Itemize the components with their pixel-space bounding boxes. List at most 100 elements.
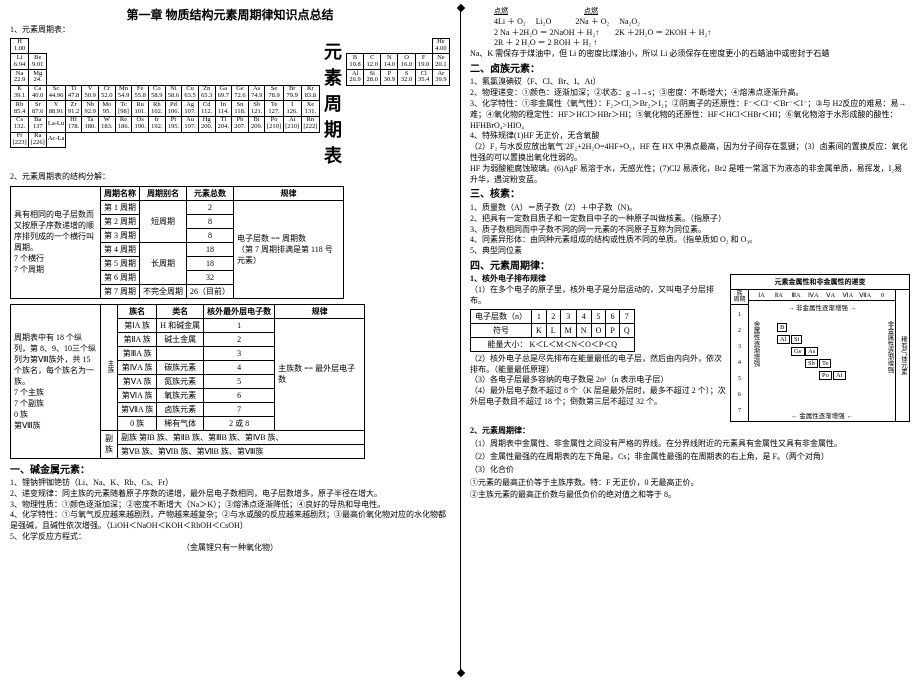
hal-line-4: （2）F₂ 与水反应放出氧气¨2F₂+2H₂O=4HF+O₂，HF 在 HX 中… xyxy=(470,142,910,164)
pt-cell-Ru: Ru101. xyxy=(132,101,149,117)
pt-cell-Co: Co58.9 xyxy=(148,85,165,101)
per2-line-0: （1）周期表中金属性、非金属性之间没有严格的界线。在分界线附近的元素具有金属性又… xyxy=(470,439,910,450)
stair-B: B xyxy=(777,323,787,332)
pt-cell-Y: Y88.91 xyxy=(47,101,65,117)
pt-cell-He: He4.00 xyxy=(432,38,449,54)
pt-cell-Mn: Mn54.9 xyxy=(115,85,132,101)
pt-cell-Ir: Ir192. xyxy=(148,116,165,132)
pt-cell-Ca: Ca40.0 xyxy=(29,85,47,101)
trend-right-label: 稀有气体元素 xyxy=(898,336,908,375)
pt-cell-Au: Au197. xyxy=(182,116,199,132)
pt-cell-K: K39.1 xyxy=(11,85,29,101)
eq-2a: 2 Na ＋2H₂O ＝ 2NaOH ＋ H₂↑ xyxy=(494,28,599,37)
eq-1d: Na₂O₂ xyxy=(619,17,640,26)
trend-group: 0 xyxy=(874,292,891,299)
trend-group: ⅡA xyxy=(770,291,787,299)
stair-As: As xyxy=(805,347,818,356)
pt-cell-Se: Se78.9 xyxy=(265,85,283,101)
pt-cell-Ac-La: Ac-La xyxy=(47,132,65,148)
trend-period: 7 xyxy=(738,408,741,414)
t2-foot-l: 副族 xyxy=(101,430,118,458)
pt-cell-Ga: Ga69.7 xyxy=(215,85,232,101)
nuc-line-1: 2、把具有一定数目质子和一定数目中子的一种原子叫做核素。（指原子） xyxy=(470,214,910,225)
pt-cell-Rn: Rn[222] xyxy=(301,116,319,132)
pt-cell-W: W183. xyxy=(99,116,116,132)
anno-2: 点燃 xyxy=(584,7,598,15)
t1-head: 周期别名 xyxy=(140,186,187,200)
pt-cell-Pd: Pd106. xyxy=(165,101,182,117)
pt-cell-Sr: Sr87.6 xyxy=(29,101,47,117)
alk-line-3: 4、化学特性：①与氧气反应越来越剧烈，产物越来越复杂；②与水或酸的反应越来越剧烈… xyxy=(10,510,450,532)
pt-cell-Fe: Fe55.8 xyxy=(132,85,149,101)
trend-period: 1 xyxy=(738,312,741,318)
pt-cell-Ag: Ag107. xyxy=(182,101,199,117)
chapter-title: 第一章 物质结构元素周期律知识点总结 xyxy=(10,6,450,23)
trend-group: ⅤA xyxy=(822,291,839,299)
trend-corner: 族周期 xyxy=(731,290,748,305)
pt-cell-H: H1.00 xyxy=(11,38,29,54)
nuc-line-0: 1、质量数（A）＝质子数（Z）＋中子数（N)。 xyxy=(470,203,910,214)
hal-line-5: HF 为弱酸能腐蚀玻璃。(6)AgF 易溶于水，无感光性；(7)Cl2 易液化，… xyxy=(470,164,910,186)
pt-cell-P: P30.9 xyxy=(381,70,398,86)
pt-cell-I: I126. xyxy=(283,101,301,117)
stair-At: At xyxy=(833,371,846,380)
eq-3a: 2R ＋ 2 H₂O ＝ 2 ROH ＋ H₂ ↑ xyxy=(494,38,597,47)
trend-bottom-arrow: ← 金属性逐渐增强 ← xyxy=(749,409,895,421)
trend-period: 3 xyxy=(738,344,741,350)
pt-cell-Po: Po[210] xyxy=(265,116,283,132)
t2-head: 族名 xyxy=(118,304,157,318)
pt-cell-Cr: Cr52.0 xyxy=(99,85,116,101)
halogen-body: 1、氟氯溴碘砹（F、Cl、Br、I、At）2、物理递变：①颜色：逐渐加深；②状态… xyxy=(470,77,910,185)
t1-desc: 具有相同的电子层数而又按原子序数递增的顺序排列成的一个横行叫周期。7 个横行7 … xyxy=(11,186,101,298)
per2-line-3: ①元素的最高正价等于主族序数。特：F 无正价，0 无最高正价。 xyxy=(470,478,910,489)
trend-right-arrow: 非金属性逐渐增强 xyxy=(884,321,894,373)
hal-line-0: 1、氟氯溴碘砹（F、Cl、Br、I、At） xyxy=(470,77,910,88)
pt-cell-B: B10.8 xyxy=(347,54,364,70)
shell-r2-2: L xyxy=(546,323,560,337)
trend-left-arrow: 金属性逐渐增强 xyxy=(750,321,760,367)
trend-top-arrow: → 非金属性逐渐增强 → xyxy=(749,301,895,313)
pt-cell-Kr: Kr83.8 xyxy=(301,85,319,101)
pt-cell-Ra: Ra[226] xyxy=(29,132,47,148)
shell-r1-7: 7 xyxy=(619,309,634,323)
eq-1b: Li₂O xyxy=(536,17,552,26)
pt-cell-Tl: Tl204. xyxy=(215,116,232,132)
nuc-line-4: 5、典型同位素 xyxy=(470,246,910,257)
pt-cell-In: In114. xyxy=(215,101,232,117)
alk-line-4: 5、化学反应方程式： xyxy=(10,532,450,543)
pt-cell-N: N14.0 xyxy=(381,54,398,70)
halogen-heading: 二、卤族元素： xyxy=(470,63,910,77)
periodic-table-wrap: H1.00Li6.94Be9.01Na22.9Mg24.K39.1Ca40.0S… xyxy=(10,38,450,168)
pt-cell-Cu: Cu63.5 xyxy=(182,85,199,101)
trend-group: ⅦA xyxy=(857,291,874,299)
alkali-heading: 一、碱金属元素： xyxy=(10,464,450,478)
trend-diagram: 元素金属性和非金属性的递变 族周期 1234567 ⅠAⅡAⅢAⅣAⅤAⅥAⅦA… xyxy=(730,274,910,422)
pt-cell-Ni: Ni58.6 xyxy=(165,85,182,101)
nucleus-heading: 三、核素： xyxy=(470,188,910,202)
pt-cell-Ne: Ne20.1 xyxy=(432,54,449,70)
alkali-body: 1、锂钠钾铷铯钫（Li、Na、K、Rb、Cs、Fr）2、递变规律：同主族的元素随… xyxy=(10,478,450,554)
pt-cell-Zn: Zn65.3 xyxy=(198,85,215,101)
pt-cell-Li: Li6.94 xyxy=(11,54,29,70)
shell-r1-2: 2 xyxy=(546,309,560,323)
nuc-line-2: 3、质子数相同而中子数不同的同一元素的不同原子互称为同位素。 xyxy=(470,225,910,236)
eq-1a: 4Li ＋ O₂ xyxy=(494,17,526,26)
pt-cell-F: F19.0 xyxy=(415,54,432,70)
pt-cell-S: S32.0 xyxy=(398,70,415,86)
pt-cell-Bi: Bi209. xyxy=(248,116,265,132)
t2-desc: 周期表中有 18 个纵列，第 8、9、10三个纵列为第Ⅷ族外，共 15 个族名，… xyxy=(11,304,101,458)
shell-r1-1: 1 xyxy=(532,309,547,323)
trend-group: ⅣA xyxy=(805,291,822,299)
pt-cell-Nb: Nb92.9 xyxy=(82,101,99,117)
trend-grid: 金属性逐渐增强 非金属性逐渐增强 BAlSiGeAsSbTePoAt xyxy=(749,313,895,409)
t1-head: 规律 xyxy=(234,186,344,200)
alk-line-1: 2、递变规律：同主族的元素随着原子序数的递增，最外层电子数相同，电子层数增多，原… xyxy=(10,489,450,500)
stair-Ge: Ge xyxy=(791,347,805,356)
group-structure-table: 周期表中有 18 个纵列，第 8、9、10三个纵列为第Ⅷ族外，共 15 个族名，… xyxy=(10,304,365,459)
t2-head: 规律 xyxy=(275,304,365,318)
shell-r1-0: 电子层数（n） xyxy=(471,309,532,323)
per-sub-2: 2、元素周期律： xyxy=(470,426,910,437)
pt-cell-Rh: Rh102. xyxy=(148,101,165,117)
pt-cell-Ba: Ba137 xyxy=(29,116,47,132)
pt-cell-Na: Na22.9 xyxy=(11,70,29,86)
